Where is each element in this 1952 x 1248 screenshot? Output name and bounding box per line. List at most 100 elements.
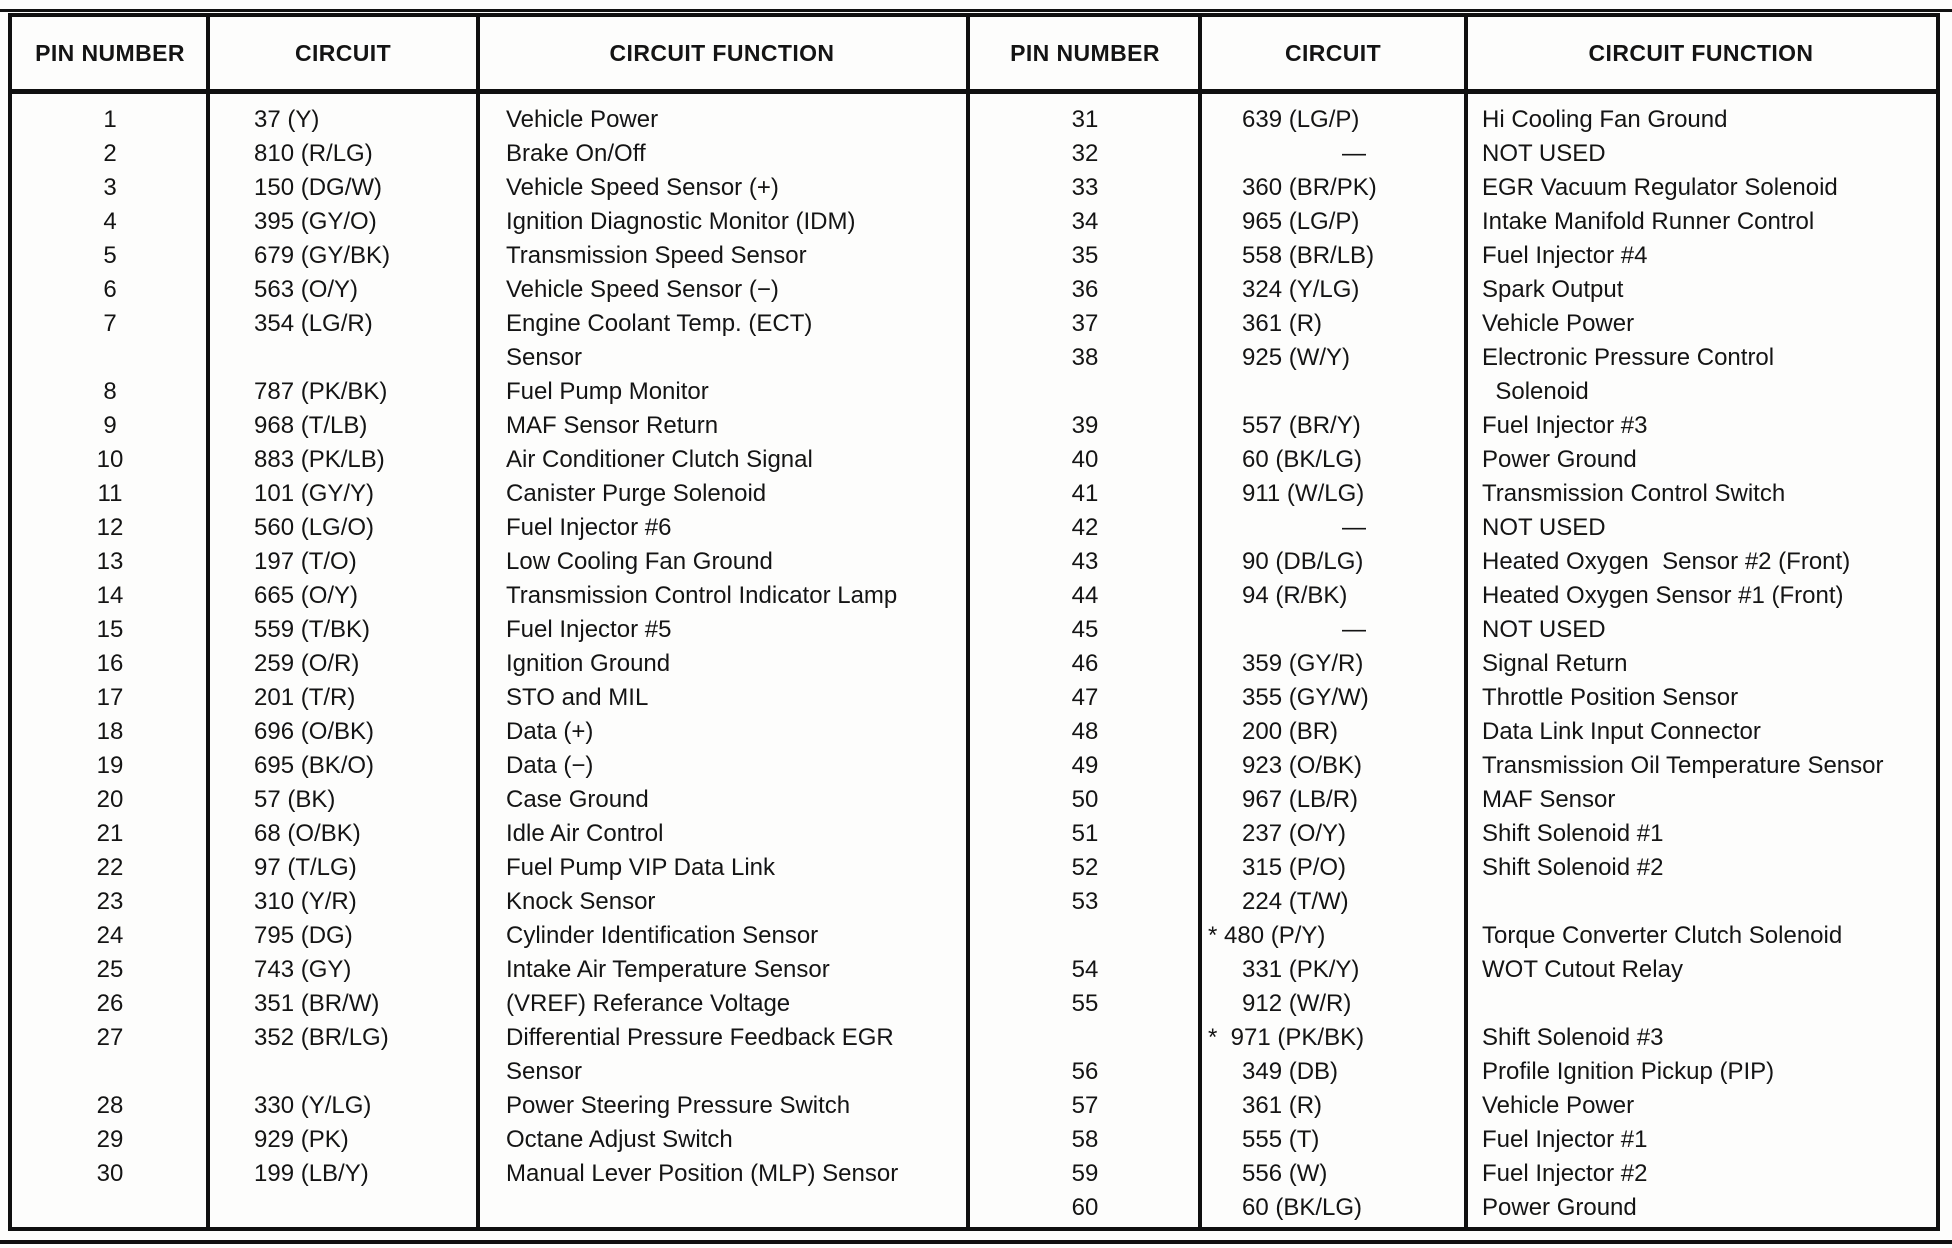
circuit-function-cell: Ignition Ground <box>506 650 671 677</box>
circuit-function-cell: Transmission Speed Sensor <box>506 242 807 269</box>
table-row: * 971 (PK/BK) Shift Solenoid #3 <box>970 1021 1936 1055</box>
pin-number-cell: 23 <box>96 888 124 915</box>
table-row: 23 310 (Y/R) Knock Sensor <box>12 885 966 919</box>
circuit-function-cell: Differential Pressure Feedback EGR <box>506 1024 894 1051</box>
circuit-cell: 330 (Y/LG) <box>254 1092 372 1119</box>
circuit-function-cell: Intake Manifold Runner Control <box>1482 208 1815 235</box>
circuit-function-cell: Data (+) <box>506 718 594 745</box>
circuit-cell: 679 (GY/BK) <box>254 242 391 269</box>
table-row: 25 743 (GY) Intake Air Temperature Senso… <box>12 953 966 987</box>
table-row: 47 355 (GY/W) Throttle Position Sensor <box>970 681 1936 715</box>
header-circuit-function: CIRCUIT FUNCTION <box>1588 39 1814 66</box>
pin-number-cell: 43 <box>1071 548 1099 575</box>
pin-number-cell: 53 <box>1071 888 1099 915</box>
table-row: 32 — NOT USED <box>970 137 1936 171</box>
pin-number-cell: 35 <box>1071 242 1099 269</box>
circuit-cell: 360 (BR/PK) <box>1242 174 1377 201</box>
pin-number-cell: 52 <box>1071 854 1099 881</box>
table-row: 50 967 (LB/R) MAF Sensor <box>970 783 1936 817</box>
circuit-cell: 560 (LG/O) <box>254 514 375 541</box>
circuit-function-cell: Fuel Injector #3 <box>1482 412 1648 439</box>
table-row: 15 559 (T/BK) Fuel Injector #5 <box>12 613 966 647</box>
pin-number-cell: 25 <box>96 956 124 983</box>
header-circuit: CIRCUIT <box>294 39 392 66</box>
circuit-function-cell: Shift Solenoid #1 <box>1482 820 1664 847</box>
circuit-function-cell: Fuel Injector #5 <box>506 616 672 643</box>
circuit-function-cell: WOT Cutout Relay <box>1482 956 1683 983</box>
circuit-cell: 60 (BK/LG) <box>1242 1194 1363 1221</box>
table-row: 60 60 (BK/LG) Power Ground <box>970 1191 1936 1225</box>
circuit-function-cell: Vehicle Power <box>1482 1092 1635 1119</box>
table-row: 36 324 (Y/LG) Spark Output <box>970 273 1936 307</box>
pin-number-cell: 24 <box>96 922 124 949</box>
circuit-function-cell: NOT USED <box>1482 140 1606 167</box>
circuit-cell: * 480 (P/Y) <box>1208 922 1326 949</box>
circuit-function-cell: Octane Adjust Switch <box>506 1126 733 1153</box>
table-row: 27 352 (BR/LG) Differential Pressure Fee… <box>12 1021 966 1055</box>
circuit-function-cell: Transmission Control Indicator Lamp <box>506 582 898 609</box>
circuit-function-cell: Fuel Pump VIP Data Link <box>506 854 776 881</box>
table-row: 55 912 (W/R) <box>970 987 1936 1021</box>
circuit-cell: 696 (O/BK) <box>254 718 375 745</box>
circuit-function-cell: Data Link Input Connector <box>1482 718 1761 745</box>
table-row: 52 315 (P/O) Shift Solenoid #2 <box>970 851 1936 885</box>
circuit-cell: 911 (W/LG) <box>1242 480 1365 507</box>
pin-number-cell: 14 <box>96 582 124 609</box>
circuit-cell: 224 (T/W) <box>1242 888 1349 915</box>
circuit-function-cell: Solenoid <box>1482 378 1589 405</box>
pin-number-cell: 44 <box>1071 582 1099 609</box>
table-row: 12 560 (LG/O) Fuel Injector #6 <box>12 511 966 545</box>
circuit-cell: * 971 (PK/BK) <box>1208 1024 1365 1051</box>
circuit-function-cell: Ignition Diagnostic Monitor (IDM) <box>506 208 856 235</box>
table-row: 30 199 (LB/Y) Manual Lever Position (MLP… <box>12 1157 966 1191</box>
circuit-function-cell: STO and MIL <box>506 684 649 711</box>
pinout-table-right: PIN NUMBER CIRCUIT CIRCUIT FUNCTION 31 6… <box>970 17 1936 1227</box>
pin-number-cell: 36 <box>1071 276 1099 303</box>
table-row: 59 556 (W) Fuel Injector #2 <box>970 1157 1936 1191</box>
table-body-left: 1 37 (Y) Vehicle Power 2 810 (R/LG) Brak… <box>12 94 966 1191</box>
table-row: 34 965 (LG/P) Intake Manifold Runner Con… <box>970 205 1936 239</box>
circuit-cell: 558 (BR/LB) <box>1242 242 1375 269</box>
circuit-function-cell: MAF Sensor Return <box>506 412 719 439</box>
circuit-cell: 361 (R) <box>1242 1092 1323 1119</box>
page-top-rule <box>0 9 1952 12</box>
pin-number-cell: 31 <box>1071 106 1099 133</box>
table-row: 49 923 (O/BK) Transmission Oil Temperatu… <box>970 749 1936 783</box>
pin-number-cell: 27 <box>96 1024 124 1051</box>
table-row: 26 351 (BR/W) (VREF) Referance Voltage <box>12 987 966 1021</box>
table-row: 28 330 (Y/LG) Power Steering Pressure Sw… <box>12 1089 966 1123</box>
pin-number-cell: 16 <box>96 650 124 677</box>
circuit-cell: 556 (W) <box>1242 1160 1328 1187</box>
pin-number-cell: 56 <box>1071 1058 1099 1085</box>
table-row: 33 360 (BR/PK) EGR Vacuum Regulator Sole… <box>970 171 1936 205</box>
circuit-cell: 101 (GY/Y) <box>254 480 375 507</box>
pin-number-cell: 32 <box>1071 140 1099 167</box>
circuit-cell: 315 (P/O) <box>1242 854 1347 881</box>
pin-number-cell: 46 <box>1071 650 1099 677</box>
table-row: 13 197 (T/O) Low Cooling Fan Ground <box>12 545 966 579</box>
circuit-function-cell: Manual Lever Position (MLP) Sensor <box>506 1160 899 1187</box>
pin-number-cell: 38 <box>1071 344 1099 371</box>
circuit-cell: 743 (GY) <box>254 956 352 983</box>
table-row: 38 925 (W/Y) Electronic Pressure Control <box>970 341 1936 375</box>
pin-number-cell: 18 <box>96 718 124 745</box>
pin-number-cell: 12 <box>96 514 124 541</box>
table-row: 20 57 (BK) Case Ground <box>12 783 966 817</box>
circuit-function-cell: Case Ground <box>506 786 649 813</box>
table-row: 2 810 (R/LG) Brake On/Off <box>12 137 966 171</box>
table-row: * 480 (P/Y) Torque Converter Clutch Sole… <box>970 919 1936 953</box>
circuit-function-cell: Shift Solenoid #3 <box>1482 1024 1664 1051</box>
table-row: 8 787 (PK/BK) Fuel Pump Monitor <box>12 375 966 409</box>
circuit-cell: 237 (O/Y) <box>1242 820 1347 847</box>
circuit-function-cell: Signal Return <box>1482 650 1628 677</box>
circuit-cell: — <box>1342 140 1366 167</box>
pin-number-cell: 29 <box>96 1126 124 1153</box>
table-row: 17 201 (T/R) STO and MIL <box>12 681 966 715</box>
circuit-function-cell: Vehicle Speed Sensor (+) <box>506 174 779 201</box>
pin-number-cell: 3 <box>103 174 117 201</box>
circuit-function-cell: Fuel Injector #1 <box>1482 1126 1648 1153</box>
circuit-cell: 310 (Y/R) <box>254 888 357 915</box>
table-row: 35 558 (BR/LB) Fuel Injector #4 <box>970 239 1936 273</box>
pin-number-cell: 41 <box>1071 480 1099 507</box>
